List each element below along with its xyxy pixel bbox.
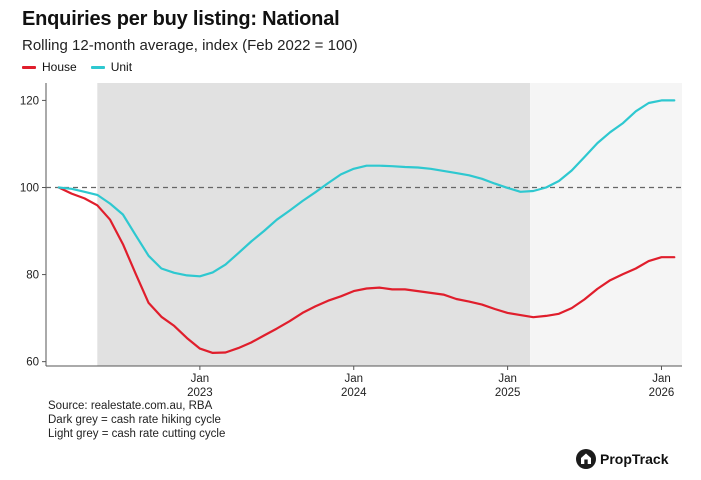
chart-title: Enquiries per buy listing: National [22, 8, 340, 30]
legend-item-unit: Unit [90, 60, 133, 74]
legend-label-house: House [42, 60, 77, 74]
legend-item-house: House [22, 60, 77, 74]
y-tick-label: 60 [26, 357, 39, 369]
legend: House Unit [22, 60, 146, 74]
x-tick-label-month: Jan [498, 373, 517, 385]
cutting-note: Light grey = cash rate cutting cycle [48, 428, 226, 440]
hiking-note: Dark grey = cash rate hiking cycle [48, 414, 221, 426]
house-logo-icon [576, 449, 596, 469]
cutting-cycle-shading [530, 83, 682, 366]
x-tick-label-month: Jan [344, 373, 363, 385]
y-tick-label: 100 [20, 182, 39, 194]
y-tick-label: 120 [20, 95, 39, 107]
source-line: Source: realestate.com.au, RBA [48, 400, 213, 412]
series-line-unit [57, 99, 676, 278]
hiking-cycle-shading [97, 83, 531, 366]
x-tick-label-month: Jan [191, 373, 210, 385]
x-tick-label-month: Jan [652, 373, 671, 385]
x-tick-label-year: 2026 [649, 387, 675, 399]
line-chart: 60 80 100 120 Jan 2023 Jan 2024 Jan 2025 Jan 2026 [20, 83, 682, 399]
y-tick-label: 80 [26, 270, 39, 282]
x-tick-label-year: 2025 [495, 387, 521, 399]
legend-label-unit: Unit [110, 60, 133, 74]
chart-subtitle: Rolling 12-month average, index (Feb 202… [22, 37, 358, 54]
x-tick-label-year: 2024 [341, 387, 367, 399]
x-tick-label-year: 2023 [187, 387, 213, 399]
source-notes: Source: realestate.com.au, RBA Dark grey… [48, 399, 225, 441]
legend-swatch-house [22, 65, 36, 69]
proptrack-logo: PropTrack [576, 449, 668, 469]
brand-name: PropTrack [600, 451, 669, 467]
series-line-house [57, 186, 676, 354]
legend-swatch-unit [90, 65, 105, 69]
